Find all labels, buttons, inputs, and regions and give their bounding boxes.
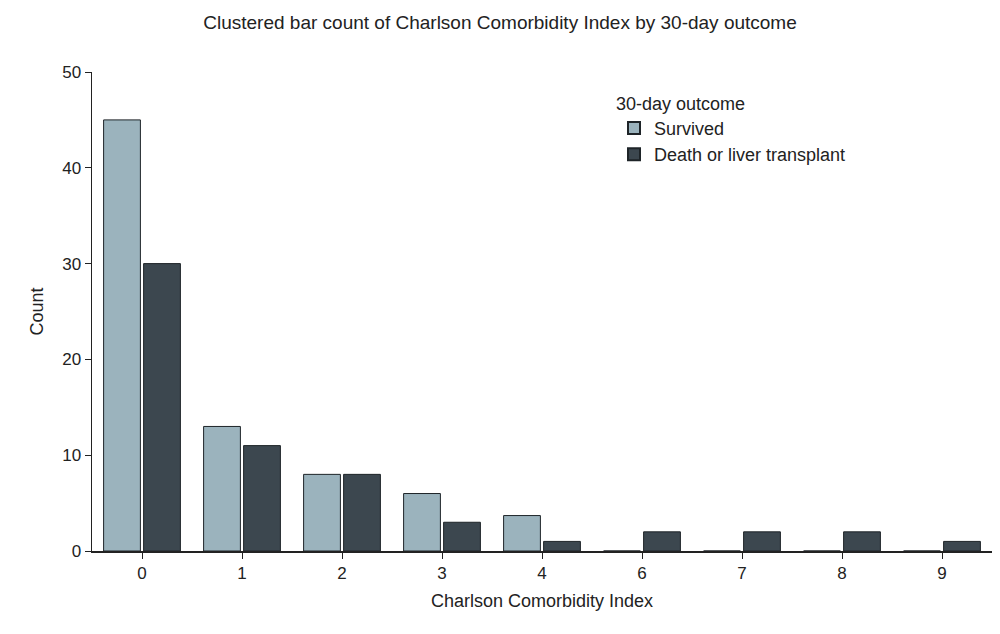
svg-text:10: 10 <box>62 446 81 465</box>
svg-text:2: 2 <box>337 564 346 583</box>
svg-text:30: 30 <box>62 255 81 274</box>
svg-text:Count: Count <box>27 287 47 335</box>
svg-text:20: 20 <box>62 350 81 369</box>
svg-text:Death or liver transplant: Death or liver transplant <box>654 145 845 165</box>
svg-text:Charlson Comorbidity Index: Charlson Comorbidity Index <box>431 591 653 611</box>
svg-text:40: 40 <box>62 159 81 178</box>
svg-text:1: 1 <box>237 564 246 583</box>
svg-text:6: 6 <box>637 564 646 583</box>
svg-text:0: 0 <box>72 542 81 561</box>
svg-text:9: 9 <box>937 564 946 583</box>
svg-text:50: 50 <box>62 63 81 82</box>
svg-text:8: 8 <box>837 564 846 583</box>
svg-text:30-day outcome: 30-day outcome <box>616 94 745 114</box>
svg-text:0: 0 <box>137 564 146 583</box>
svg-text:Survived: Survived <box>654 119 724 139</box>
svg-text:3: 3 <box>437 564 446 583</box>
svg-text:4: 4 <box>537 564 546 583</box>
svg-text:7: 7 <box>737 564 746 583</box>
svg-text:Clustered bar count of Charlso: Clustered bar count of Charlson Comorbid… <box>203 12 797 33</box>
